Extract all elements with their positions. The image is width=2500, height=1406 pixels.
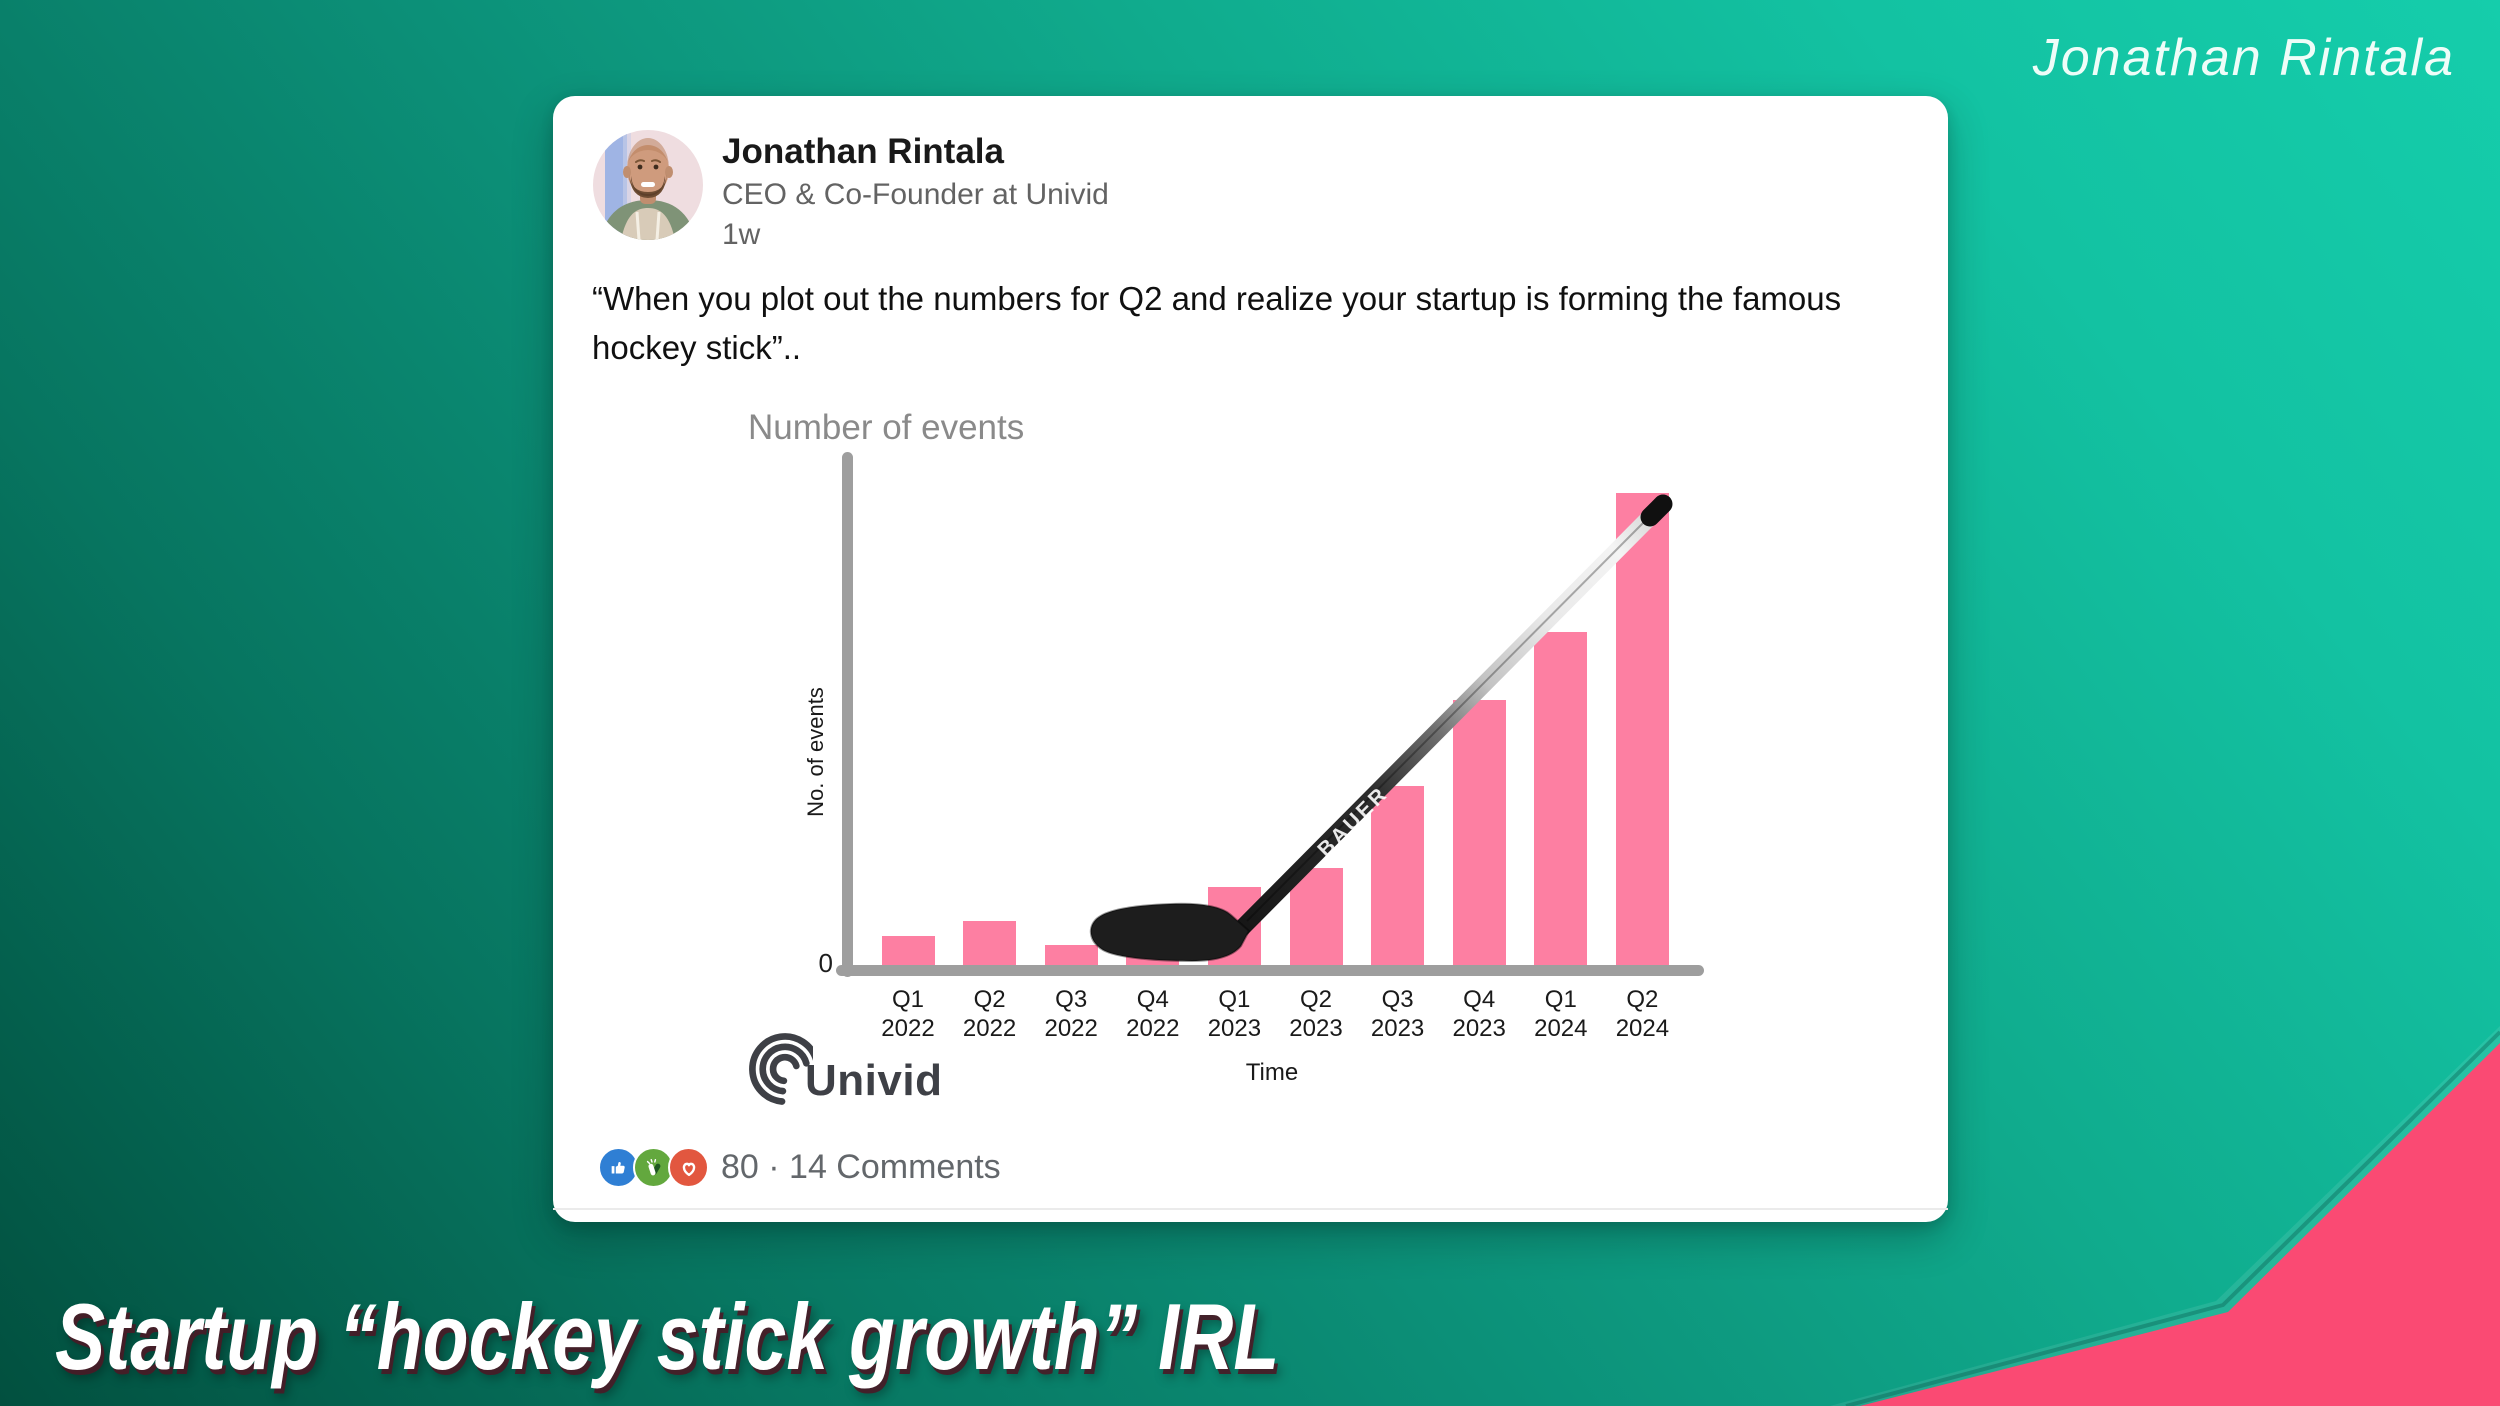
post-body-text: “When you plot out the numbers for Q2 an… — [592, 280, 1842, 366]
reaction-summary[interactable]: 80 · 14 Comments — [721, 1148, 1001, 1186]
post-timestamp: 1w — [722, 218, 761, 251]
x-tick-label: Q2 2024 — [1615, 986, 1670, 1042]
card-divider — [553, 1208, 1948, 1210]
brand-logo: Univid — [739, 1032, 942, 1106]
x-tick-label: Q4 2023 — [1452, 986, 1506, 1042]
heart-icon[interactable] — [668, 1147, 709, 1188]
thumbs-up-icon[interactable] — [598, 1147, 639, 1188]
slide-caption: Startup “hockey stick growth” IRL — [55, 1284, 1280, 1389]
avatar-photo-icon — [593, 130, 703, 240]
x-tick-label: Q2 2023 — [1289, 986, 1343, 1042]
post-author-name[interactable]: Jonathan Rintala — [722, 132, 1004, 171]
y-axis-line — [842, 452, 853, 977]
y-axis-tick-zero: 0 — [818, 948, 833, 978]
avatar[interactable] — [593, 130, 703, 240]
x-tick-label: Q2 2022 — [962, 986, 1017, 1042]
x-tick-label: Q4 2022 — [1126, 986, 1180, 1042]
post-card: Jonathan Rintala CEO & Co-Founder at Uni… — [553, 96, 1948, 1222]
x-tick-label: Q3 2022 — [1044, 986, 1098, 1042]
x-tick-label: Q3 2023 — [1370, 986, 1425, 1042]
bar — [1371, 786, 1425, 974]
brand-logo-text: Univid — [805, 1056, 943, 1105]
bar — [1207, 887, 1261, 974]
y-axis-title: No. of events — [803, 687, 828, 817]
post-author-headline: CEO & Co-Founder at Univid — [722, 178, 1109, 211]
signature-text: Jonathan Rintala — [2032, 29, 2455, 87]
univid-arcs-icon — [749, 1033, 813, 1105]
chart-title: Number of events — [748, 408, 1025, 447]
x-tick-label: Q1 2024 — [1534, 986, 1588, 1042]
bar — [1534, 632, 1588, 974]
x-tick-label: Q1 2022 — [881, 986, 935, 1042]
x-axis-title: Time — [1245, 1059, 1299, 1086]
bar — [1289, 868, 1343, 974]
reactions-row: 80 · 14 Comments — [598, 1147, 1001, 1188]
x-tick-label: Q1 2023 — [1207, 986, 1262, 1042]
bar — [1452, 700, 1506, 974]
x-axis-line — [836, 965, 1704, 976]
bar — [1615, 493, 1669, 974]
